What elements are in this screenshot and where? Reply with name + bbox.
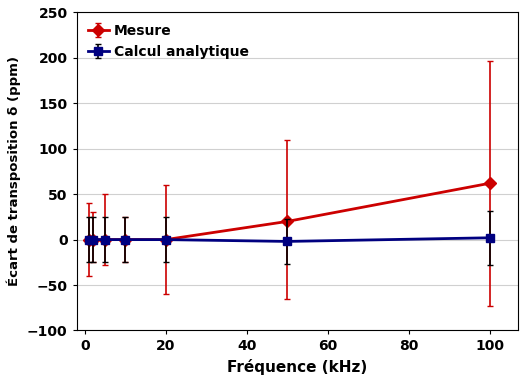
X-axis label: Fréquence (kHz): Fréquence (kHz) (227, 359, 368, 375)
Y-axis label: Écart de transposition δ (ppm): Écart de transposition δ (ppm) (7, 57, 22, 286)
Legend: Mesure, Calcul analytique: Mesure, Calcul analytique (83, 19, 254, 63)
